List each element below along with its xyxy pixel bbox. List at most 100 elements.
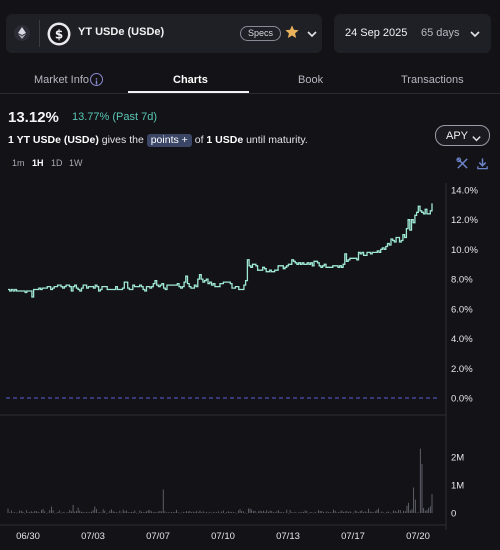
volume-bar <box>159 511 161 513</box>
volume-bar <box>363 512 364 513</box>
volume-bar <box>241 511 243 513</box>
x-tick-label: 07/17 <box>341 531 365 542</box>
volume-bar <box>39 512 41 513</box>
volume-bar <box>406 505 408 513</box>
volume-bar <box>97 512 99 513</box>
volume-bar <box>266 510 268 513</box>
volume-bar <box>358 512 359 513</box>
volume-bar <box>201 512 203 513</box>
volume-bar <box>34 511 36 513</box>
volume-bar <box>14 512 16 513</box>
volume-bar <box>401 512 403 514</box>
volume-bar <box>57 511 59 513</box>
volume-bar <box>152 512 154 513</box>
volume-bar <box>386 511 388 513</box>
volume-bar <box>186 511 188 513</box>
volume-bar <box>389 512 391 514</box>
volume-bar <box>17 512 19 514</box>
volume-bar <box>37 511 39 513</box>
volume-bar <box>137 513 139 514</box>
download-icon[interactable] <box>476 157 489 170</box>
volume-bar <box>329 512 331 513</box>
asset-selector[interactable]: $ YT USDe (USDe) Specs <box>6 14 322 53</box>
volume-bar <box>229 511 231 513</box>
y-tick-label: 12.0% <box>451 215 478 226</box>
tab-charts[interactable]: Charts <box>173 74 208 86</box>
volume-bar <box>273 512 274 513</box>
info-icon[interactable] <box>90 73 103 86</box>
volume-bar <box>132 511 134 513</box>
volume-bar <box>129 512 131 513</box>
volume-bar <box>161 511 162 513</box>
volume-bar <box>354 510 356 513</box>
volume-bar <box>356 511 358 513</box>
volume-bar <box>268 511 269 513</box>
interval-1w[interactable]: 1W <box>69 158 83 168</box>
volume-bar <box>349 511 351 513</box>
volume-bar <box>314 511 316 513</box>
star-icon[interactable] <box>284 24 300 40</box>
volume-bar <box>71 511 72 513</box>
volume-bar <box>421 464 423 513</box>
volume-bar <box>25 510 27 513</box>
tab-transactions[interactable]: Transactions <box>401 74 464 86</box>
volume-bar <box>379 512 381 514</box>
volume-bar <box>381 511 383 513</box>
interval-1m[interactable]: 1m <box>12 158 25 168</box>
volume-bar <box>52 510 54 513</box>
apy-chart[interactable]: 14.0% 12.0% 10.0% 8.0% 6.0% 4.0% 2.0% 0.0% 2M 1M… <box>0 175 500 550</box>
volume-bar <box>181 512 183 514</box>
volume-bar <box>149 510 151 513</box>
volume-bar <box>176 509 177 513</box>
volume-bar <box>74 511 76 513</box>
x-tick-label: 07/13 <box>276 531 300 542</box>
volume-bar <box>177 512 179 513</box>
volume-bar <box>326 511 328 513</box>
metric-select[interactable]: APY <box>435 125 490 146</box>
volume-bar <box>174 512 176 513</box>
points-plus: + <box>181 134 188 146</box>
description-of: of <box>191 134 207 146</box>
volume-bar <box>234 512 236 513</box>
volume-bar <box>431 493 433 513</box>
maturity-selector[interactable]: 24 Sep 2025 65 days <box>334 14 491 53</box>
volume-bar <box>116 512 117 513</box>
volume-bar <box>346 511 348 513</box>
volume-bar <box>142 512 144 513</box>
volume-bar <box>321 511 323 513</box>
volume-bar <box>199 510 201 513</box>
volume-bar <box>40 509 42 513</box>
volume-bar <box>394 511 396 513</box>
specs-button[interactable]: Specs <box>240 26 282 41</box>
volume-bar <box>10 510 12 513</box>
volume-bar <box>87 512 89 513</box>
volume-bar <box>289 509 291 513</box>
volume-bar <box>216 512 218 513</box>
volume-bar <box>396 511 398 513</box>
volume-bar <box>249 508 251 513</box>
volume-bar <box>56 512 57 514</box>
volume-bar <box>259 510 261 513</box>
volume-bar <box>408 502 410 513</box>
volume-bar <box>162 489 164 513</box>
volume-bar <box>164 511 166 513</box>
volume-bar <box>319 511 321 513</box>
volume-bar <box>388 511 389 513</box>
points-chip[interactable]: points + <box>146 134 192 147</box>
chevron-down-icon[interactable] <box>306 27 318 39</box>
interval-1h[interactable]: 1H <box>32 158 44 168</box>
tools-icon[interactable] <box>456 157 469 170</box>
tab-market-info[interactable]: Market Info <box>34 74 90 86</box>
volume-bar <box>104 510 106 513</box>
volume-bar <box>316 512 318 514</box>
volume-bar <box>112 511 114 513</box>
volume-bar <box>414 499 416 513</box>
asset-name: YT USDe (USDe) <box>78 26 165 38</box>
volume-bar <box>334 510 336 513</box>
volume-bar <box>212 511 214 513</box>
volume-bar <box>127 512 129 513</box>
volume-bar <box>59 510 61 513</box>
volume-bar <box>109 510 111 513</box>
tab-book[interactable]: Book <box>298 74 324 86</box>
interval-1d[interactable]: 1D <box>51 158 63 168</box>
